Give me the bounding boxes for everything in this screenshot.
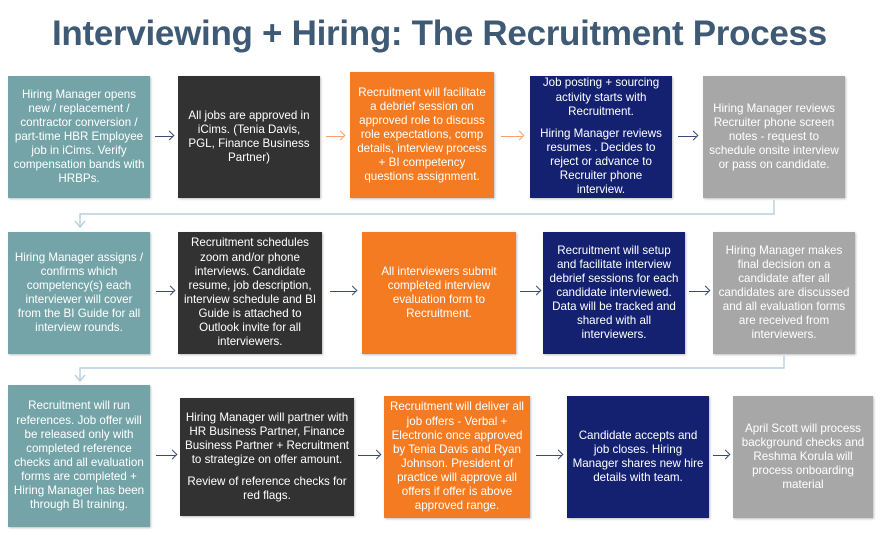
step-text: Hiring Manager makes final decision on a… — [718, 243, 850, 342]
step-text: Hiring Manager will partner with HR Busi… — [185, 410, 349, 466]
arrow-right-icon — [155, 130, 175, 142]
step-interview-debrief: Recruitment will setup and facilitate in… — [543, 232, 685, 354]
step-text: Recruitment will deliver all job offers … — [389, 400, 524, 513]
step-text: Recruitment will setup and facilitate in… — [549, 243, 679, 342]
step-text-2: Review of reference checks for red flags… — [187, 475, 347, 503]
step-schedule-interviews: Recruitment schedules zoom and/or phone … — [178, 232, 322, 354]
step-text: All jobs are approved in iCims. (Tenia D… — [188, 108, 310, 165]
arrow-right-icon — [501, 130, 525, 142]
step-deliver-offers: Recruitment will deliver all job offers … — [384, 396, 530, 518]
arrow-right-icon — [520, 285, 542, 297]
step-text: April Scott will process background chec… — [741, 421, 865, 492]
step-job-posting: Job posting + sourcing activity starts w… — [530, 76, 672, 198]
step-submit-evaluation: All interviewers submit completed interv… — [362, 232, 516, 354]
step-text: Hiring Manager reviews Recruiter phone s… — [709, 101, 839, 172]
step-strategize-offer: Hiring Manager will partner with HR Busi… — [180, 398, 354, 516]
step-text: Candidate accepts and job closes. Hiring… — [572, 428, 704, 485]
arrow-right-icon — [713, 449, 731, 461]
arrow-right-icon — [326, 130, 346, 142]
step-text: Job posting + sourcing activity starts w… — [542, 76, 660, 118]
step-text: Recruitment schedules zoom and/or phone … — [183, 236, 317, 349]
step-text: Recruitment will facilitate a debrief se… — [357, 85, 487, 184]
step-text: Hiring Manager assigns / confirms which … — [14, 250, 144, 335]
step-candidate-accepts: Candidate accepts and job closes. Hiring… — [567, 396, 709, 518]
arrow-right-icon — [330, 285, 358, 297]
step-run-references: Recruitment will run references. Job off… — [8, 385, 150, 527]
step-text-2: Hiring Manager reviews resumes . Decides… — [540, 126, 662, 197]
arrow-right-icon — [156, 285, 176, 297]
step-text: Recruitment will run references. Job off… — [13, 399, 145, 512]
step-text: All interviewers submit completed interv… — [381, 264, 497, 321]
step-open-job: Hiring Manager opens new / replacement /… — [8, 76, 150, 198]
step-debrief-role: Recruitment will facilitate a debrief se… — [350, 72, 494, 198]
step-assign-competency: Hiring Manager assigns / confirms which … — [8, 232, 150, 354]
step-review-screen-notes: Hiring Manager reviews Recruiter phone s… — [703, 76, 845, 198]
arrow-right-icon — [689, 285, 711, 297]
arrow-right-icon — [678, 130, 699, 142]
step-text: Hiring Manager opens new / replacement /… — [13, 87, 145, 186]
step-approve-job: All jobs are approved in iCims. (Tenia D… — [178, 76, 320, 198]
arrow-right-icon — [536, 449, 564, 461]
step-final-decision: Hiring Manager makes final decision on a… — [713, 232, 855, 354]
page-title: Interviewing + Hiring: The Recruitment P… — [52, 14, 827, 53]
arrow-right-icon — [358, 449, 382, 461]
step-background-checks: April Scott will process background chec… — [733, 396, 873, 518]
arrow-right-icon — [156, 449, 178, 461]
